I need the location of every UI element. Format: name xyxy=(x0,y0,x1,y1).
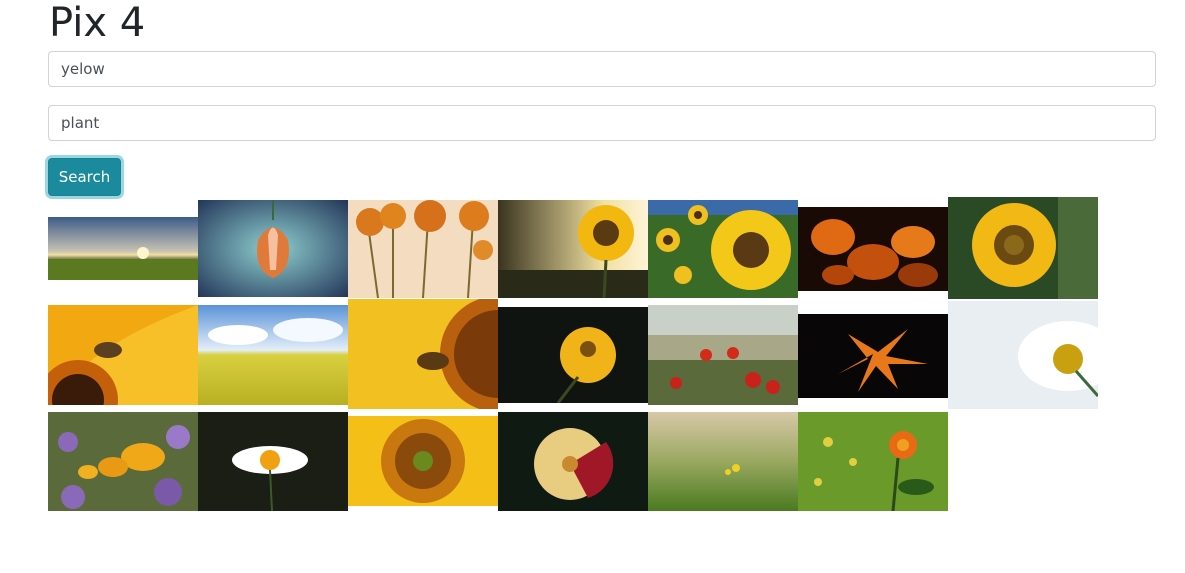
sunflower-closeup-image[interactable] xyxy=(948,197,1098,299)
orange-rose-image[interactable] xyxy=(798,412,948,511)
purple-yellow-flowers-image[interactable] xyxy=(48,412,198,511)
dahlia-image[interactable] xyxy=(498,412,648,511)
poppies-wheat-image[interactable] xyxy=(648,305,798,405)
bell-flower-image[interactable] xyxy=(198,200,348,297)
orange-lily-dark-image[interactable] xyxy=(798,314,948,398)
orange-flowers-dark-image[interactable] xyxy=(798,207,948,291)
white-daisy-image[interactable] xyxy=(948,301,1098,409)
page-title: Pix 4 xyxy=(49,0,146,46)
daisy-dark-image[interactable] xyxy=(198,412,348,511)
meadow-blur-image[interactable] xyxy=(648,412,798,511)
search-input-color[interactable]: yelow xyxy=(48,51,1156,87)
search-input-category[interactable]: plant xyxy=(48,105,1156,141)
sunflower-field-image[interactable] xyxy=(648,200,798,298)
orange-gerbera-image[interactable] xyxy=(348,200,498,298)
rapeseed-field-image[interactable] xyxy=(198,305,348,405)
yellow-daisy-dark-image[interactable] xyxy=(498,307,648,403)
bee-sunflower-image[interactable] xyxy=(348,299,498,409)
sunflower-sunset-image[interactable] xyxy=(498,200,648,298)
search-button[interactable]: Search xyxy=(48,158,121,196)
sunset-field-image[interactable] xyxy=(48,217,198,280)
sunflower-center-image[interactable] xyxy=(348,416,498,506)
bee-orange-flower-image[interactable] xyxy=(48,305,198,405)
